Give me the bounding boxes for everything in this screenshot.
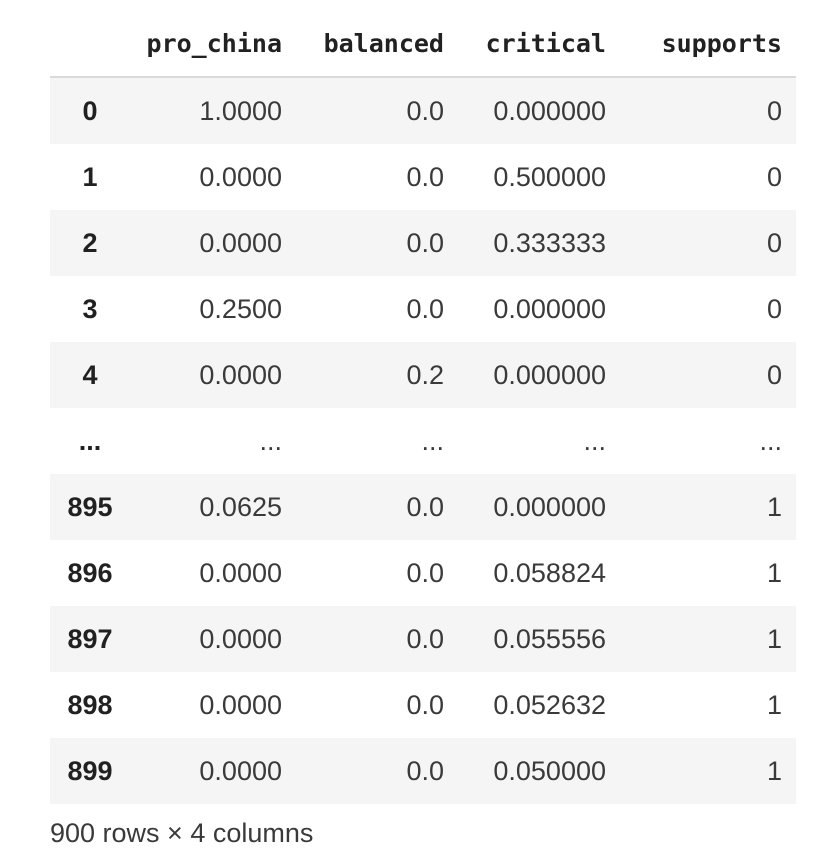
cell-balanced: ...: [421, 425, 444, 456]
cell-critical: 0.050000: [458, 738, 620, 804]
table-row: 896 0.0000 0.0 0.058824 1: [50, 540, 796, 606]
dataframe-shape-caption: 900 rows × 4 columns: [50, 818, 314, 848]
row-index: 1: [82, 161, 98, 192]
cell-pro-china: ...: [259, 425, 282, 456]
cell-balanced: 0.2: [296, 342, 458, 408]
cell-pro-china: 0.0000: [199, 161, 282, 192]
cell-supports: 1: [766, 689, 782, 720]
header-row: pro_china balanced critical supports: [50, 10, 796, 78]
dataframe-table: pro_china balanced critical supports 0 1…: [50, 10, 796, 804]
cell-balanced: 0.0: [296, 606, 458, 672]
row-index: 899: [50, 738, 130, 804]
cell-balanced: 0.0: [406, 161, 444, 192]
cell-critical: 0.000000: [458, 77, 620, 144]
cell-pro-china: 0.0000: [199, 557, 282, 588]
row-index: 4: [50, 342, 130, 408]
row-index: ...: [78, 425, 102, 456]
cell-critical: 0.000000: [458, 342, 620, 408]
table-body: 0 1.0000 0.0 0.000000 0 1 0.0000 0.0 0.5…: [50, 77, 796, 804]
cell-pro-china: 1.0000: [130, 77, 296, 144]
header-supports: supports: [620, 10, 796, 78]
cell-pro-china: 0.0000: [130, 738, 296, 804]
row-index: 897: [50, 606, 130, 672]
cell-supports: 0: [620, 210, 796, 276]
cell-critical: 0.058824: [493, 557, 606, 588]
header-balanced: balanced: [296, 10, 458, 78]
table-row: 895 0.0625 0.0 0.000000 1: [50, 474, 796, 540]
header-critical: critical: [458, 10, 620, 78]
cell-balanced: 0.0: [296, 474, 458, 540]
ellipsis-row: ... ... ... ... ...: [50, 408, 796, 474]
cell-pro-china: 0.0000: [130, 210, 296, 276]
cell-critical: 0.055556: [458, 606, 620, 672]
cell-supports: 0: [766, 161, 782, 192]
cell-critical: 0.333333: [458, 210, 620, 276]
table-row: 1 0.0000 0.0 0.500000 0: [50, 144, 796, 210]
table-header: pro_china balanced critical supports: [50, 10, 796, 78]
cell-balanced: 0.0: [296, 738, 458, 804]
cell-pro-china: 0.0000: [130, 606, 296, 672]
row-index: 895: [50, 474, 130, 540]
cell-supports: 0: [620, 77, 796, 144]
table-row: 898 0.0000 0.0 0.052632 1: [50, 672, 796, 738]
table-row: 3 0.2500 0.0 0.000000 0: [50, 276, 796, 342]
cell-critical: ...: [583, 425, 606, 456]
cell-balanced: 0.0: [406, 689, 444, 720]
table-row: 4 0.0000 0.2 0.000000 0: [50, 342, 796, 408]
cell-balanced: 0.0: [406, 557, 444, 588]
header-index: [50, 10, 130, 78]
header-pro-china: pro_china: [130, 10, 296, 78]
cell-pro-china: 0.2500: [199, 293, 282, 324]
cell-supports: 0: [620, 342, 796, 408]
cell-supports: 1: [620, 606, 796, 672]
row-index: 2: [50, 210, 130, 276]
cell-pro-china: 0.0000: [199, 689, 282, 720]
cell-pro-china: 0.0000: [130, 342, 296, 408]
table-row: 897 0.0000 0.0 0.055556 1: [50, 606, 796, 672]
cell-balanced: 0.0: [296, 77, 458, 144]
cell-critical: 0.000000: [458, 474, 620, 540]
table-row: 0 1.0000 0.0 0.000000 0: [50, 77, 796, 144]
row-index: 3: [82, 293, 98, 324]
cell-critical: 0.000000: [493, 293, 606, 324]
table-row: 899 0.0000 0.0 0.050000 1: [50, 738, 796, 804]
cell-supports: ...: [759, 425, 782, 456]
row-index: 0: [50, 77, 130, 144]
cell-pro-china: 0.0625: [130, 474, 296, 540]
cell-supports: 1: [766, 557, 782, 588]
cell-critical: 0.500000: [493, 161, 606, 192]
cell-supports: 0: [766, 293, 782, 324]
cell-supports: 1: [620, 738, 796, 804]
cell-balanced: 0.0: [296, 210, 458, 276]
row-index: 898: [67, 689, 113, 720]
cell-supports: 1: [620, 474, 796, 540]
cell-critical: 0.052632: [493, 689, 606, 720]
table-row: 2 0.0000 0.0 0.333333 0: [50, 210, 796, 276]
cell-balanced: 0.0: [406, 293, 444, 324]
row-index: 896: [67, 557, 113, 588]
